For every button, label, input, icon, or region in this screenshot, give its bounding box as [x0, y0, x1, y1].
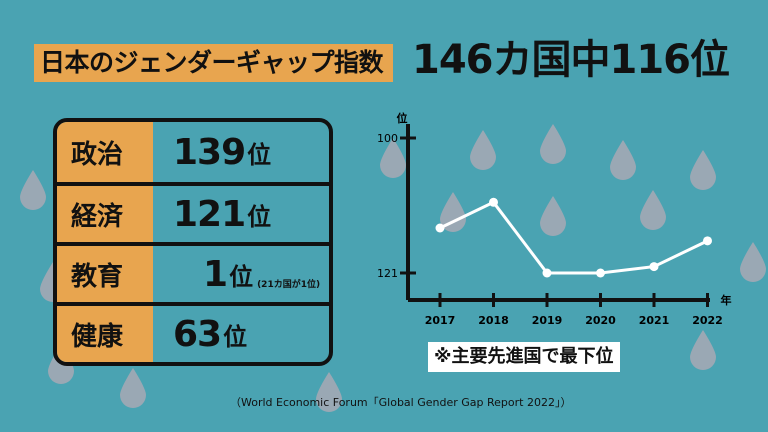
category-label: 政治: [57, 122, 153, 182]
raindrop-icon: [316, 372, 342, 412]
page-title: 日本のジェンダーギャップ指数: [34, 44, 394, 82]
source-citation: （World Economic Forum「Global Gender Gap …: [230, 396, 572, 409]
rank-value: 121 位: [173, 186, 271, 242]
rank-value: 1 位 (21カ国が1位): [203, 246, 320, 302]
rank-value: 63 位: [173, 306, 247, 362]
x-tick-label: 2020: [585, 314, 616, 327]
rank-number: 63: [173, 313, 222, 355]
raindrop-icon: [380, 138, 406, 178]
rank-note: (21カ国が1位): [257, 279, 321, 290]
raindrop-icon: [690, 150, 716, 190]
rank-number: 139: [173, 131, 246, 173]
y-tick-label: 121: [377, 267, 398, 280]
category-label: 教育: [57, 246, 153, 302]
raindrop-icon: [540, 196, 566, 236]
category-label: 経済: [57, 186, 153, 242]
raindrop-icon: [20, 170, 46, 210]
data-point: [435, 223, 445, 233]
raindrop-icon: [440, 192, 466, 232]
category-label: 健康: [57, 306, 153, 362]
raindrop-icon: [690, 330, 716, 370]
raindrop-icon: [470, 130, 496, 170]
x-tick-label: 2022: [692, 314, 723, 327]
raindrop-icon: [740, 242, 766, 282]
series-line: [439, 200, 709, 275]
rank-number: 121: [173, 193, 246, 235]
annotation-note: ※主要先進国で最下位: [428, 342, 620, 372]
raindrop-icon: [540, 124, 566, 164]
table-row: 健康 63 位: [57, 302, 329, 362]
rank-unit: 位: [229, 262, 254, 291]
data-point: [703, 236, 712, 246]
x-tick-label: 2021: [639, 314, 670, 327]
raindrop-icon: [640, 190, 666, 230]
y-axis-label: 位: [397, 111, 408, 125]
x-axis-label: 年: [721, 293, 732, 307]
data-point: [489, 197, 498, 207]
rank-unit: 位: [223, 322, 248, 351]
rank-number: 1: [203, 253, 228, 295]
x-tick-label: 2017: [425, 314, 456, 327]
x-tick-label: 2019: [532, 314, 563, 327]
table-row: 経済 121 位: [57, 182, 329, 242]
rank-unit: 位: [247, 202, 272, 231]
y-tick-label: 100: [377, 132, 398, 145]
data-point: [542, 268, 552, 278]
raindrop-icon: [610, 140, 636, 180]
rank-table: 政治 139 位 経済 121 位 教育 1 位 (21カ国が1位) 健康 63…: [53, 118, 333, 366]
raindrop-icon: [120, 368, 146, 408]
rank-unit: 位: [247, 140, 272, 169]
data-point: [596, 268, 605, 278]
data-point: [649, 262, 659, 272]
rank-value: 139 位: [173, 122, 271, 182]
x-tick-label: 2018: [478, 314, 509, 327]
table-row: 教育 1 位 (21カ国が1位): [57, 242, 329, 302]
overall-rank: 146カ国中116位: [412, 37, 730, 83]
table-row: 政治 139 位: [57, 122, 329, 182]
rank-line-chart: 位年 100 121 2017 2018 2019 2020 2021 2022: [377, 111, 732, 327]
